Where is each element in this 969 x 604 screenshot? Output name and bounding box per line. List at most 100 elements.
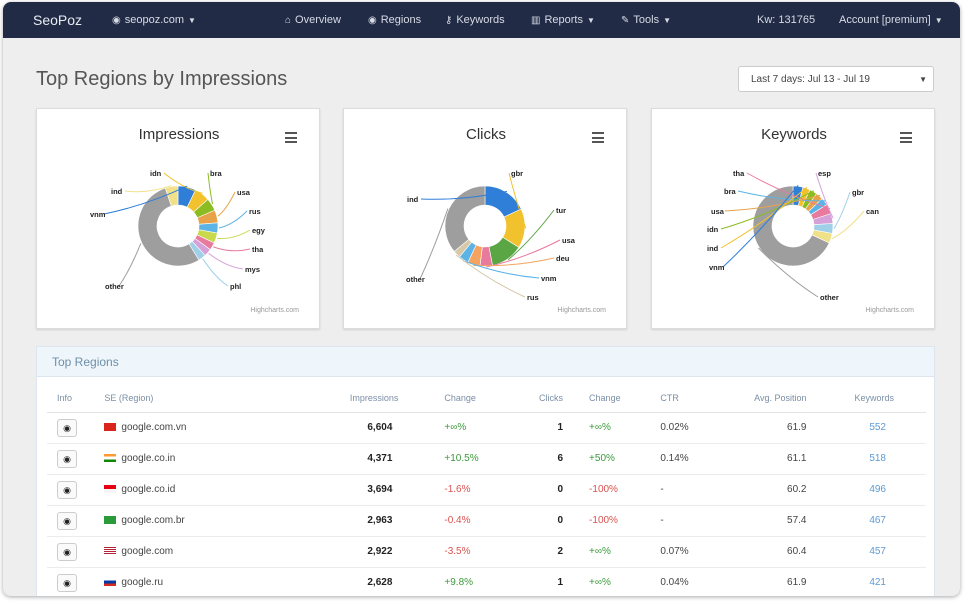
chevron-down-icon: ▼ <box>188 15 196 25</box>
keywords-link[interactable]: 552 <box>869 422 886 433</box>
col-keywords[interactable]: Keywords <box>854 384 926 413</box>
hamburger-menu-icon[interactable] <box>285 132 297 143</box>
flag-ru-icon <box>104 578 117 587</box>
chart-credit[interactable]: Highcharts.com <box>250 307 299 314</box>
leader-line-tha <box>746 172 831 210</box>
slice-other[interactable] <box>137 187 200 267</box>
hamburger-menu-icon[interactable] <box>900 132 912 143</box>
leader-line-other <box>419 208 449 280</box>
chart-credit[interactable]: Highcharts.com <box>865 307 914 314</box>
col-clicks-change[interactable]: Change <box>575 384 653 413</box>
nav-reports[interactable]: ▥ Reports ▼ <box>531 14 621 26</box>
avg-position-cell: 60.2 <box>750 474 855 506</box>
slice-label-gbr: gbr <box>852 188 864 197</box>
keywords-labels: tha esp bra gbr usa can idn ind vnm other <box>707 169 879 302</box>
chart-title: Clicks <box>466 126 506 143</box>
keywords-cell: 467 <box>854 505 926 537</box>
globe-info-icon[interactable]: ◉ <box>57 511 77 530</box>
col-clicks[interactable]: Clicks <box>486 384 576 413</box>
se-name: google.co.in <box>121 453 176 464</box>
slice-other[interactable] <box>444 185 486 252</box>
col-impressions[interactable]: Impressions <box>291 384 399 413</box>
info-cell: ◉ <box>47 474 105 506</box>
keyword-count: Kw: 131765 <box>757 14 816 26</box>
slice-label-phl: phl <box>230 282 241 291</box>
slice-label-ind: ind <box>707 244 719 253</box>
impressions-cell: 2,922 <box>291 536 399 568</box>
table-header-row: Info SE (Region) Impressions Change Clic… <box>47 384 926 413</box>
leader-line-ind <box>124 185 172 193</box>
brand-logo[interactable]: SeoPoz <box>33 12 83 28</box>
col-info[interactable]: Info <box>47 384 105 413</box>
clicks-change-cell: +50% <box>575 443 653 475</box>
date-range-select[interactable]: Last 7 days: Jul 13 - Jul 19 ▼ <box>738 66 934 92</box>
account-label: Account [premium] <box>839 14 931 26</box>
ctr-cell: - <box>652 505 751 537</box>
nav-regions[interactable]: ◉ Regions <box>368 14 445 26</box>
leader-line-vnm <box>722 185 799 268</box>
se-name: google.com.br <box>121 515 185 526</box>
keywords-link[interactable]: 457 <box>869 546 886 557</box>
keywords-link[interactable]: 518 <box>869 453 886 464</box>
leader-line-ind <box>420 190 508 200</box>
info-cell: ◉ <box>47 536 105 568</box>
slice-label-tha: tha <box>733 169 745 178</box>
wrench-icon: ✎ <box>621 14 630 26</box>
globe-info-icon[interactable]: ◉ <box>57 418 77 437</box>
leader-line-other <box>758 247 819 298</box>
avg-position-cell: 61.9 <box>750 567 855 596</box>
globe-info-icon[interactable]: ◉ <box>57 480 77 499</box>
slice-label-usa: usa <box>237 188 251 197</box>
top-navbar: SeoPoz ◉ seopoz.com ▼ ⌂ Overview ◉ Regio… <box>3 2 960 38</box>
col-se-region[interactable]: SE (Region) <box>104 384 292 413</box>
clicks-leaders <box>419 172 561 298</box>
slice-ind[interactable] <box>164 185 179 207</box>
flag-id-icon <box>104 485 117 494</box>
se-cell: google.co.id <box>104 474 292 506</box>
table-row: ◉ google.com.vn 6,604 +∞% 1 +∞% 0.02% 61.9 552 <box>47 412 926 444</box>
slice-label-other: other <box>820 293 839 302</box>
keywords-cell: 421 <box>854 567 926 596</box>
slice-label-mys: mys <box>245 265 260 274</box>
leader-line-vnm <box>462 260 540 279</box>
impressions-slices <box>137 185 219 267</box>
slice-label-tur: tur <box>556 206 566 215</box>
keywords-chart: tha esp bra gbr usa can idn ind vnm other <box>707 169 879 302</box>
nav-overview[interactable]: ⌂ Overview <box>285 14 368 26</box>
nav-keywords[interactable]: ⚷ Keywords <box>445 14 531 26</box>
globe-info-icon[interactable]: ◉ <box>57 449 77 468</box>
slice-label-ind: ind <box>407 195 419 204</box>
keywords-link[interactable]: 421 <box>869 577 886 588</box>
col-impressions-change[interactable]: Change <box>398 384 487 413</box>
table-row: ◉ google.com 2,922 -3.5% 2 +∞% 0.07% 60.4 457 <box>47 536 926 568</box>
col-avg-position[interactable]: Avg. Position <box>750 384 855 413</box>
account-menu[interactable]: Account [premium] ▼ <box>839 14 943 26</box>
chart-title: Keywords <box>761 126 827 143</box>
chart-title: Impressions <box>138 126 220 143</box>
clicks-cell: 0 <box>486 505 576 537</box>
slice-label-esp: esp <box>818 169 831 178</box>
se-name: google.com <box>121 546 174 557</box>
keywords-link[interactable]: 467 <box>869 515 886 526</box>
flag-vn-icon <box>104 423 117 432</box>
clicks-cell: 6 <box>486 443 576 475</box>
globe-info-icon[interactable]: ◉ <box>57 542 77 561</box>
keywords-link[interactable]: 496 <box>869 484 886 495</box>
leader-line-usa <box>724 194 821 212</box>
avg-position-cell: 60.4 <box>750 536 855 568</box>
globe-info-icon[interactable]: ◉ <box>57 573 77 592</box>
clicks-change-cell: -100% <box>575 474 653 506</box>
clicks-cell: 0 <box>486 474 576 506</box>
site-selector[interactable]: ◉ seopoz.com ▼ <box>112 14 267 26</box>
clicks-chart: gbr ind tur usa deu vnm rus other <box>406 169 576 302</box>
hamburger-menu-icon[interactable] <box>592 132 604 143</box>
nav-tools[interactable]: ✎ Tools ▼ <box>621 14 757 26</box>
clicks-chart-card: gbr ind tur usa deu vnm rus other Clicks Highch… <box>343 108 627 329</box>
col-ctr[interactable]: CTR <box>652 384 751 413</box>
chart-credit[interactable]: Highcharts.com <box>557 307 606 314</box>
info-cell: ◉ <box>47 412 105 444</box>
leader-line-ind <box>720 187 808 249</box>
info-cell: ◉ <box>47 505 105 537</box>
slice-label-usa: usa <box>562 236 576 245</box>
